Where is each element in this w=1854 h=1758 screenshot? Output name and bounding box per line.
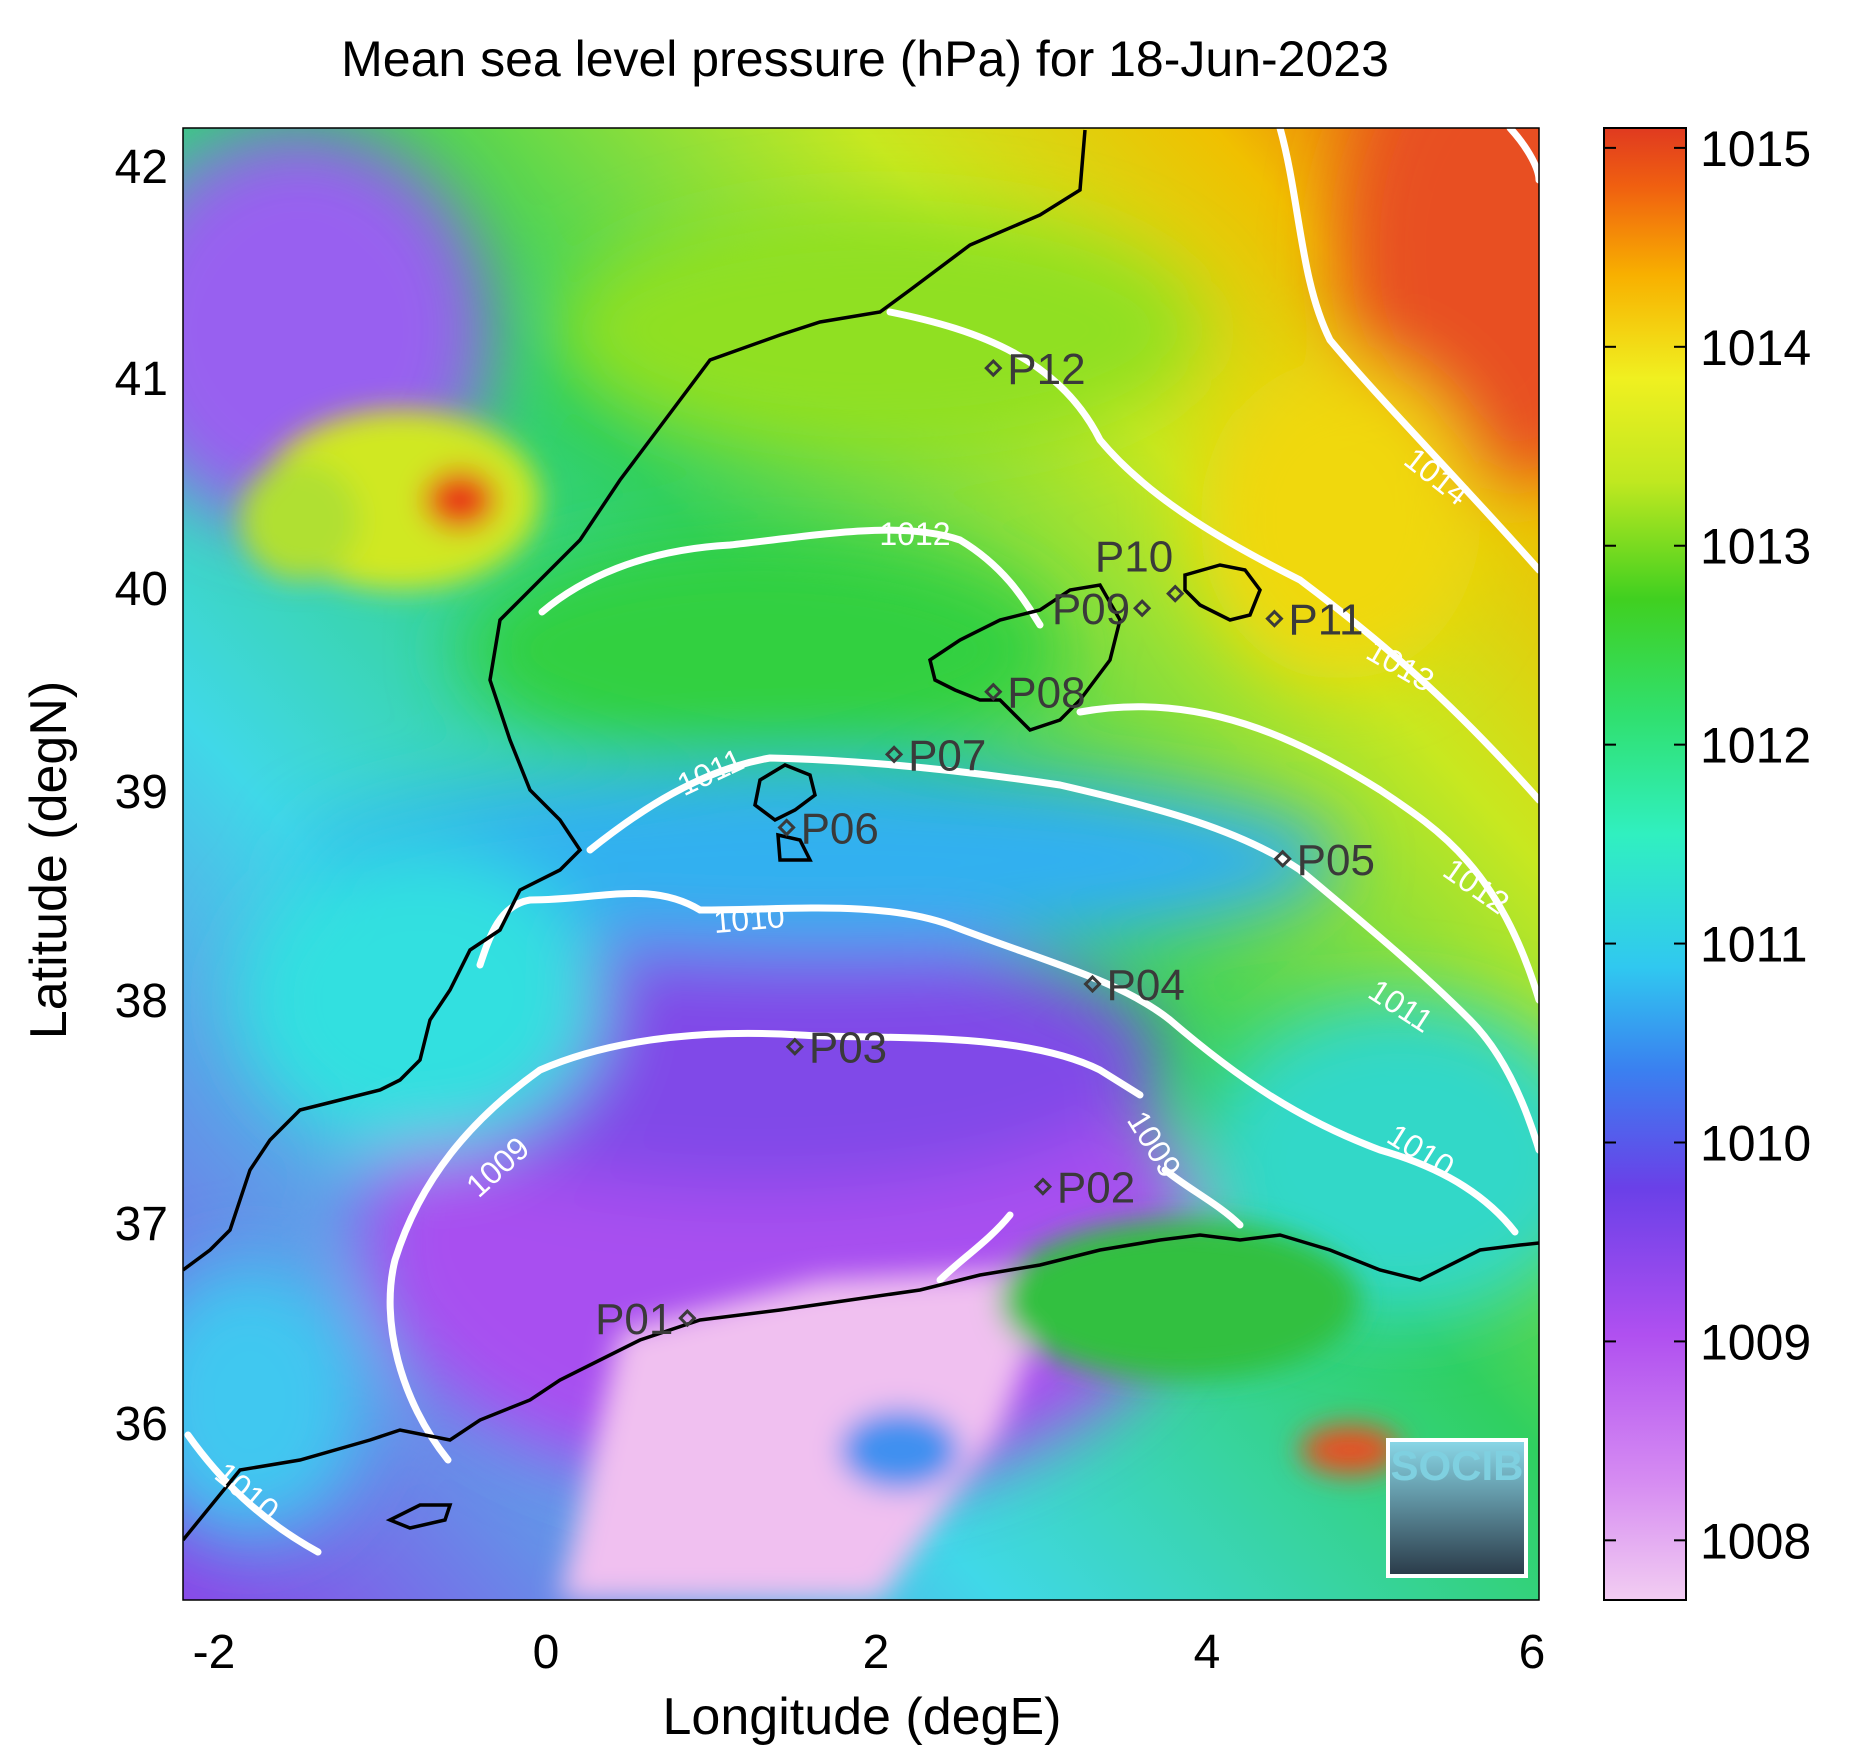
station-marker <box>884 745 904 764</box>
y-tick-label: 41 <box>115 353 168 406</box>
station-label: P03 <box>809 1024 887 1073</box>
x-tick-label: 0 <box>533 1626 560 1679</box>
station-label: P12 <box>1007 345 1085 394</box>
x-tick-label: 2 <box>863 1626 890 1679</box>
station-marker <box>1265 609 1284 628</box>
y-tick-label: 39 <box>115 766 168 819</box>
isobar-1011 <box>586 754 1539 1154</box>
station-marker <box>785 1037 804 1056</box>
coastline-ibiza <box>753 763 817 823</box>
station-marker <box>1166 584 1185 603</box>
colorbar-tick-label: 1012 <box>1700 718 1811 774</box>
station-label: P09 <box>1052 585 1130 634</box>
isobar-1009 <box>386 1029 1144 1464</box>
colorbar-fill <box>1603 127 1687 1601</box>
coastline-menorca <box>1183 563 1262 622</box>
coastline-mallorca <box>928 583 1122 733</box>
contour-label: 1012 <box>879 516 950 552</box>
isobar-1014 <box>1276 128 1539 574</box>
y-axis-label: Latitude (degN) <box>20 681 78 1039</box>
station-label: P01 <box>595 1295 673 1344</box>
station-label: P11 <box>1288 596 1363 645</box>
station-label: P05 <box>1297 836 1375 885</box>
colorbar-tick-label: 1015 <box>1700 121 1811 177</box>
coastline-spain <box>183 129 1087 1272</box>
coastline-formentera <box>776 832 813 862</box>
station-label: P02 <box>1057 1164 1135 1213</box>
colorbar-ticks: 1008 1009 1010 1011 1012 1013 1014 1015 <box>1604 121 1811 1569</box>
y-tick-label: 42 <box>115 141 168 194</box>
station-marker <box>777 818 796 837</box>
isobar-1010-west <box>184 1431 322 1556</box>
isobar-1012 <box>538 526 1044 629</box>
isobar-1013 <box>886 308 1539 804</box>
station-marker <box>1033 1177 1053 1196</box>
station-label: P07 <box>908 731 986 780</box>
isobar-1009-east <box>1161 1166 1244 1229</box>
contour-label: 1010 <box>712 898 786 940</box>
colorbar-tick-label: 1013 <box>1700 519 1811 575</box>
station-label: P04 <box>1107 961 1185 1010</box>
x-tick-label: 4 <box>1194 1626 1221 1679</box>
pressure-field <box>183 128 1539 1600</box>
station-label: P10 <box>1095 533 1173 582</box>
x-axis-label: Longitude (degE) <box>663 1688 1062 1746</box>
x-tick-label: -2 <box>193 1626 236 1679</box>
x-tick-label: 6 <box>1519 1626 1546 1679</box>
colorbar-tick-label: 1014 <box>1700 320 1811 376</box>
isobars <box>184 128 1539 1556</box>
station-marker <box>984 682 1003 701</box>
y-axis: 36 37 38 39 40 41 42 Latitude (degN) <box>20 141 168 1451</box>
map-frame <box>182 127 1540 1601</box>
y-tick-label: 40 <box>115 563 168 616</box>
coastline-south-spain <box>183 1233 1539 1542</box>
station-marker <box>1132 599 1152 618</box>
x-axis: -2 0 2 4 6 Longitude (degE) <box>193 1626 1546 1746</box>
colorbar-tick-label: 1011 <box>1700 917 1808 973</box>
isobar-1009-coast <box>936 1211 1014 1284</box>
isobar-1010 <box>476 889 1519 1236</box>
chart-title: Mean sea level pressure (hPa) for 18-Jun… <box>341 31 1389 87</box>
station-marker <box>1273 849 1292 868</box>
isobar-1012-east <box>1076 703 1539 1004</box>
colorbar: 1008 1009 1010 1011 1012 1013 1014 1015 <box>1603 121 1811 1601</box>
station-marker <box>984 358 1003 378</box>
coastline-alboran <box>385 1503 453 1530</box>
colorbar-tick-label: 1010 <box>1700 1115 1811 1171</box>
coastlines <box>183 129 1539 1542</box>
socib-logo: SOCIB <box>1386 1438 1528 1578</box>
y-tick-label: 38 <box>115 975 168 1028</box>
station-label: P08 <box>1007 669 1085 718</box>
y-tick-label: 37 <box>115 1198 168 1251</box>
y-tick-label: 36 <box>115 1398 168 1451</box>
socib-logo-text: SOCIB <box>1390 1442 1523 1489</box>
station-marker <box>1083 974 1102 994</box>
colorbar-tick-label: 1008 <box>1700 1513 1811 1569</box>
station-label: P06 <box>801 804 879 853</box>
station-marker <box>678 1309 697 1328</box>
colorbar-tick-label: 1009 <box>1700 1314 1811 1370</box>
